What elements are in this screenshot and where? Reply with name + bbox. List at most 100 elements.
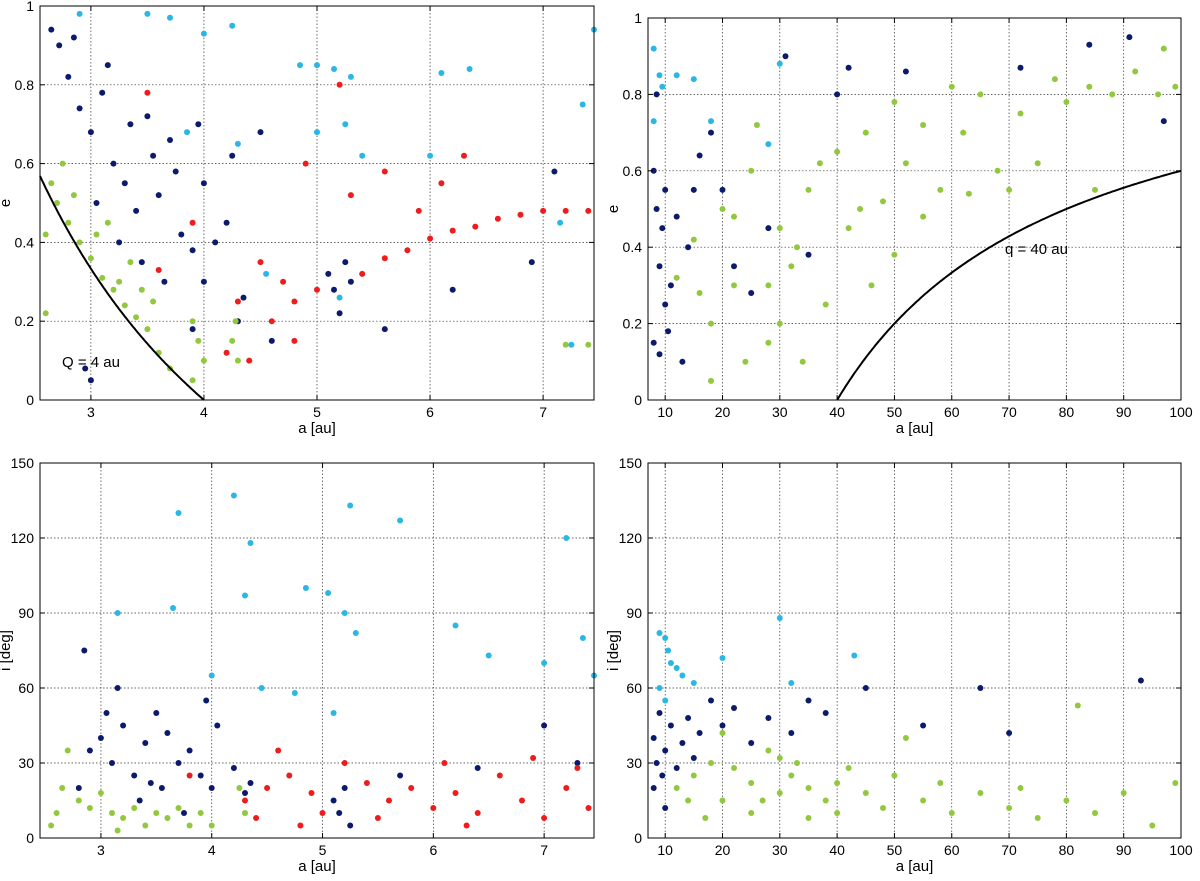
data-point — [868, 282, 875, 289]
data-point — [765, 141, 772, 148]
data-point — [977, 91, 984, 98]
data-point — [667, 660, 674, 666]
data-point — [653, 760, 660, 766]
data-point — [121, 180, 128, 187]
y-tick-label: 0.8 — [623, 86, 643, 102]
data-point — [229, 152, 236, 159]
data-point — [685, 715, 692, 721]
y-tick-label: 1 — [634, 10, 642, 26]
data-point — [116, 239, 123, 246]
series-green — [673, 702, 1179, 829]
data-point — [200, 357, 207, 364]
data-point — [1034, 815, 1041, 821]
data-point — [696, 152, 703, 159]
data-point — [880, 198, 886, 205]
data-point — [70, 34, 77, 41]
x-axis-label: a [au] — [298, 858, 336, 875]
data-point — [189, 247, 196, 254]
data-point — [81, 647, 88, 654]
data-point — [153, 710, 160, 716]
data-point — [247, 780, 254, 786]
data-point — [805, 186, 812, 193]
y-axis-label: i [deg] — [0, 630, 14, 671]
data-point — [452, 622, 459, 629]
data-point — [120, 815, 127, 821]
data-point — [76, 10, 83, 17]
data-point — [175, 805, 182, 811]
data-point — [719, 797, 726, 804]
data-point — [155, 267, 162, 273]
data-point — [656, 351, 663, 358]
data-point — [240, 294, 247, 301]
data-point — [142, 740, 149, 746]
data-point — [937, 186, 944, 193]
data-point — [253, 815, 260, 821]
x-tick-label: 70 — [1001, 404, 1017, 420]
data-point — [708, 377, 714, 384]
x-tick-label: 10 — [657, 842, 673, 858]
data-point — [719, 206, 726, 212]
data-point — [759, 797, 766, 804]
data-point — [1109, 91, 1116, 98]
data-point — [862, 129, 869, 136]
data-point — [59, 785, 66, 791]
data-point — [702, 815, 709, 821]
data-point — [485, 652, 492, 659]
data-point — [336, 294, 343, 301]
data-point — [667, 722, 674, 729]
data-point — [93, 200, 100, 206]
data-point — [229, 337, 236, 344]
data-point — [659, 772, 666, 779]
data-point — [342, 121, 349, 128]
data-point — [1155, 91, 1162, 98]
data-point — [336, 810, 343, 816]
data-point — [719, 722, 726, 729]
data-point — [175, 510, 182, 516]
data-point — [341, 760, 348, 766]
data-point — [948, 83, 955, 90]
data-point — [776, 60, 783, 67]
data-point — [748, 167, 755, 174]
data-point — [153, 810, 160, 816]
y-axis-label: e — [605, 205, 622, 213]
data-point — [685, 797, 692, 804]
data-point — [257, 129, 264, 136]
axes-frame — [39, 462, 595, 839]
panel-3: 3 4 5 6 7 0 30 60 90 120 150 a [au] i [deg] — [0, 455, 597, 875]
y-tick-label: 0.2 — [623, 316, 643, 332]
data-point — [197, 810, 204, 816]
y-tick-label: 90 — [626, 605, 642, 621]
x-tick-label: 5 — [319, 842, 327, 858]
series-cyan — [114, 492, 597, 716]
data-point — [76, 239, 83, 246]
data-point — [765, 225, 772, 232]
y-axis-label: e — [0, 199, 14, 207]
y-tick-label: 0.4 — [623, 239, 643, 255]
data-point — [381, 168, 388, 175]
series-green — [42, 160, 592, 384]
data-point — [650, 339, 657, 346]
data-point — [374, 815, 381, 821]
data-point — [268, 337, 275, 344]
data-point — [1160, 45, 1167, 52]
x-axis-label: a [au] — [298, 420, 336, 437]
data-point — [302, 160, 309, 167]
x-tick-label: 3 — [97, 842, 105, 858]
data-point — [302, 585, 309, 591]
data-point — [753, 122, 760, 128]
y-tick-label: 60 — [626, 680, 642, 696]
data-point — [342, 259, 349, 266]
data-point — [189, 318, 196, 325]
data-point — [104, 219, 111, 226]
data-point — [150, 152, 157, 159]
data-point — [1092, 810, 1098, 816]
data-point — [1172, 780, 1179, 786]
data-point — [748, 740, 755, 746]
data-point — [386, 797, 392, 804]
data-point — [150, 298, 157, 305]
data-point — [776, 320, 783, 327]
limit-curve — [836, 169, 1182, 401]
data-point — [1074, 702, 1081, 709]
data-point — [167, 14, 173, 21]
series-green — [673, 45, 1179, 384]
